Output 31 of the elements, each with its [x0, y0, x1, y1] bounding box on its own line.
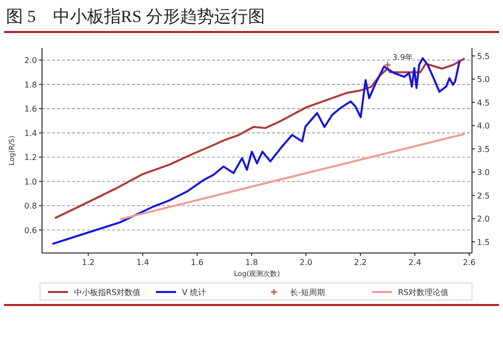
annotation: 3.9年	[392, 52, 414, 62]
legend-label: RS对数理论值	[398, 288, 449, 297]
y-tick-label: 1.0	[24, 177, 37, 186]
x-tick-label: 2.2	[354, 258, 367, 267]
x-tick-label: 2.4	[408, 258, 422, 267]
x-tick-label: 2.0	[300, 258, 312, 267]
y2-tick-label: 2.0	[477, 214, 490, 224]
legend-label: 中小板指RS对数值	[74, 288, 141, 297]
y2-tick-label: 3.0	[477, 168, 490, 178]
y-tick-label: 1.6	[24, 104, 37, 114]
y2-tick-label: 4.5	[477, 98, 490, 108]
y2-tick-label: 5.0	[477, 75, 490, 84]
legend-label: 长-短周期	[290, 288, 325, 297]
legend-label: V 统计	[182, 288, 206, 297]
x-tick-label: 1.6	[190, 258, 204, 267]
x-tick-label: 2.6	[462, 258, 476, 267]
y2-tick-label: 2.5	[477, 191, 490, 200]
y-tick-label: 0.8	[24, 202, 37, 211]
y2-tick-label: 4.0	[477, 122, 490, 131]
chart-title: 图 5 中小板指RS 分形趋势运行图	[6, 7, 265, 26]
y2-tick-label: 5.5	[477, 52, 490, 61]
x-tick-label: 1.4	[136, 258, 150, 267]
y2-tick-label: 1.5	[477, 238, 490, 247]
y-tick-label: 1.2	[24, 153, 37, 162]
y-tick-label: 2.0	[24, 56, 37, 66]
y-tick-label: 1.4	[24, 128, 37, 138]
x-tick-label: 1.2	[82, 258, 95, 267]
y-tick-label: 0.6	[24, 226, 37, 235]
y-tick-label: 1.8	[24, 80, 37, 90]
x-tick-label: 1.8	[245, 258, 258, 267]
y2-tick-label: 3.5	[477, 144, 490, 154]
